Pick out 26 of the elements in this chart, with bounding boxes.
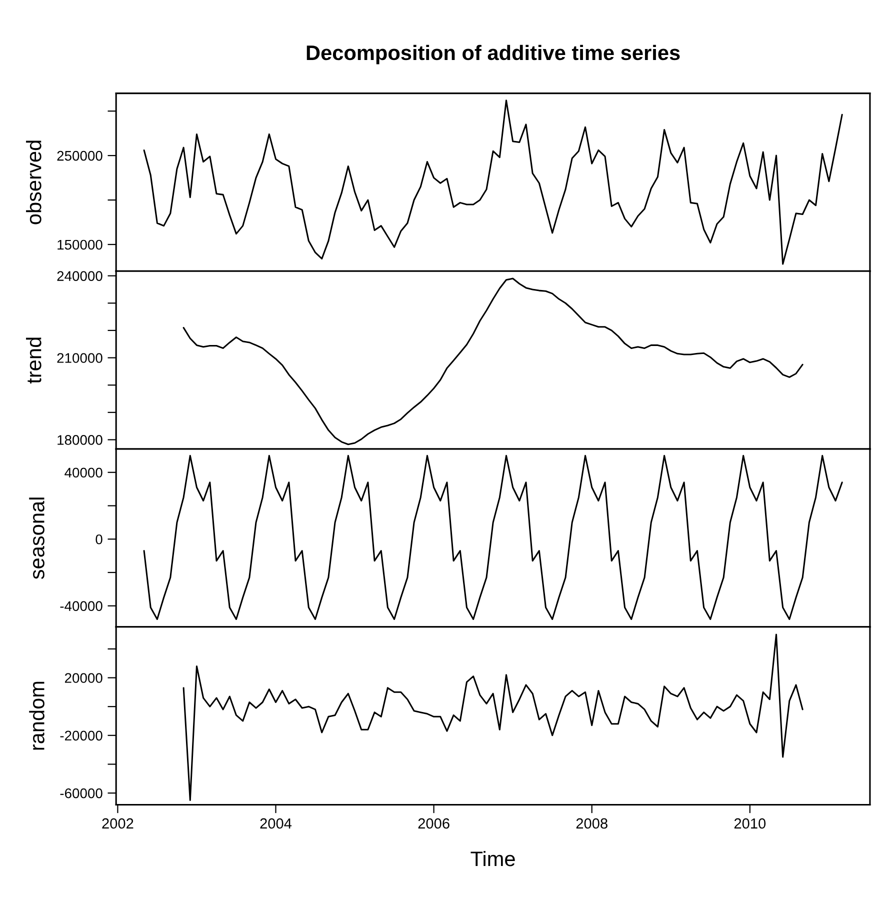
x-axis-title: Time [470, 850, 515, 866]
line-series [143, 454, 843, 620]
y-axis-title: observed [26, 140, 42, 224]
y-tick-label: 180000 [58, 435, 102, 445]
y-axis-title: trend [26, 338, 42, 384]
y-tick-label: 20000 [64, 673, 102, 683]
x-tick-label: 2006 [418, 818, 450, 829]
line-series [182, 278, 804, 446]
x-tick-label: 2002 [102, 818, 134, 829]
y-tick-label: 240000 [57, 271, 102, 281]
chart-title: Decomposition of additive time series [306, 44, 680, 64]
y-tick-label: 250000 [57, 150, 102, 161]
y-tick-label: 150000 [58, 240, 102, 250]
line-series [182, 634, 804, 802]
y-tick-label: -20000 [60, 730, 102, 741]
y-tick-label: 210000 [57, 353, 102, 363]
x-tick-label: 2004 [260, 818, 292, 829]
x-tick-label: 2010 [734, 818, 766, 829]
y-tick-label: 0 [96, 534, 102, 544]
y-axis-title: random [29, 682, 44, 750]
y-axis-title: seasonal [29, 498, 44, 580]
y-tick-label: -60000 [60, 788, 102, 798]
line-series [143, 100, 843, 265]
y-tick-label: 40000 [64, 468, 102, 478]
x-tick-label: 2008 [576, 818, 608, 829]
y-tick-label: -40000 [60, 601, 102, 612]
